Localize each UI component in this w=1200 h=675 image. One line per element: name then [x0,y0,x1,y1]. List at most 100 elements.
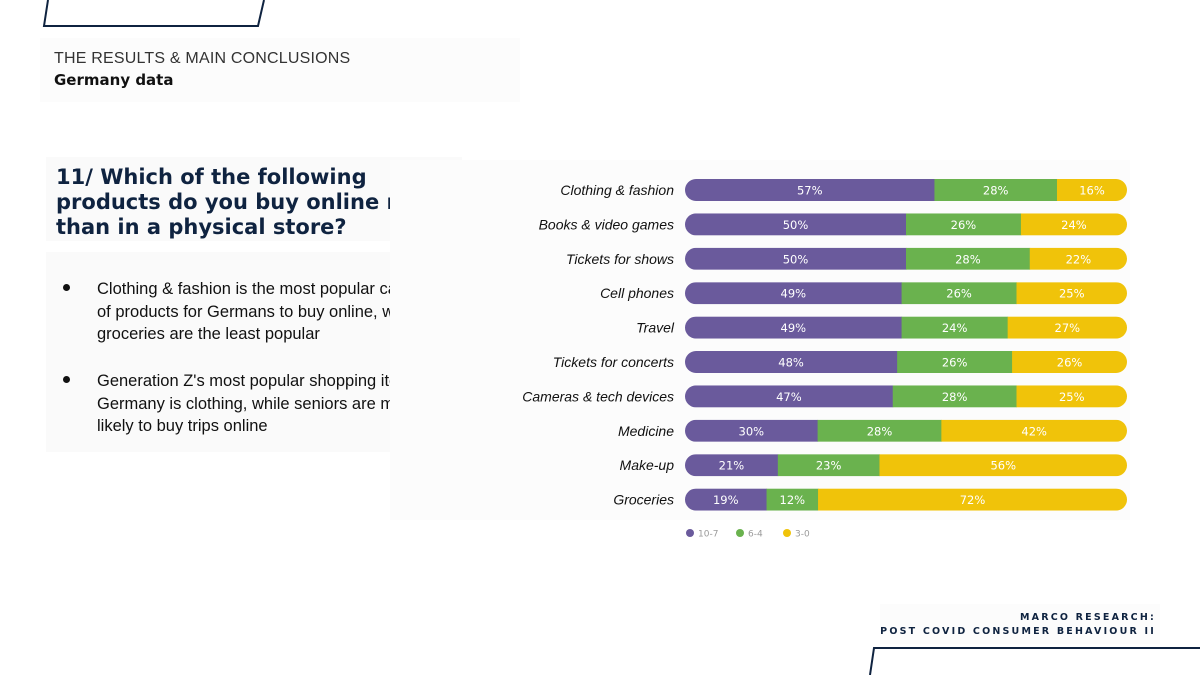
bar-segment-tickets-for-shows-3-0 [1029,247,1127,270]
data-label: 49% [781,287,807,301]
data-label: 26% [946,287,972,301]
bar-segment-groceries-10-7 [685,488,768,511]
category-label-clothing-fashion: Clothing & fashion [560,182,674,198]
bar-segment-cell-phones-3-0 [1016,282,1127,305]
data-label: 24% [942,321,968,335]
category-label-books-video-games: Books & video games [539,216,674,232]
bar-segment-clothing-fashion-3-0 [1056,179,1127,201]
data-label: 19% [713,493,739,507]
bar-segment-cell-phones-10-7 [685,282,903,305]
bar-segment-tickets-for-concerts-6-4 [897,351,1013,373]
data-label: 26% [942,356,968,370]
bar-segment-travel-3-0 [1007,316,1127,339]
bar-segment-make-up-10-7 [685,454,779,477]
data-label: 25% [1059,287,1085,301]
category-label-cameras-tech-devices: Cameras & tech devices [522,388,674,404]
bar-row-travel [685,316,1127,339]
bar-segment-groceries-3-0 [818,488,1127,511]
category-label-medicine: Medicine [618,423,674,439]
bar-segment-books-video-games-10-7 [685,213,907,236]
header: THE RESULTS & MAIN CONCLUSIONS Germany d… [40,38,520,102]
data-label: 56% [990,459,1016,473]
data-label: 23% [816,459,842,473]
category-label-travel: Travel [636,320,675,336]
data-label: 12% [780,493,806,507]
data-label: 21% [719,459,745,473]
section-title: THE RESULTS & MAIN CONCLUSIONS [54,50,351,67]
bar-segment-groceries-6-4 [766,488,819,511]
bar-segment-travel-10-7 [685,316,903,339]
bar-segment-tickets-for-concerts-10-7 [685,351,898,373]
bar-row-clothing-fashion [685,179,1127,201]
data-label: 25% [1059,390,1085,404]
data-label: 24% [1061,218,1087,232]
bar-segment-tickets-for-shows-6-4 [906,247,1031,270]
data-label: 50% [783,218,809,232]
data-label: 48% [778,356,804,370]
bar-segment-tickets-for-concerts-3-0 [1012,351,1127,373]
bar-segment-cameras-tech-devices-10-7 [685,385,894,408]
top-decoration [42,0,265,27]
footer: MARCO RESEARCH: POST COVID CONSUMER BEHA… [880,604,1160,644]
data-label: 47% [776,390,802,404]
legend-label: 6-4 [748,530,763,540]
legend-marker-icon [736,529,744,537]
bar-row-books-video-games [685,213,1127,236]
data-label: 49% [781,321,807,335]
question-title: 11/ Which of the following products do y… [56,165,448,239]
bar-segment-medicine-10-7 [685,419,819,442]
bullet-dot-icon [63,376,70,383]
data-label: 72% [960,493,986,507]
bar-segment-medicine-6-4 [817,419,942,442]
footer-brand: MARCO RESEARCH: [1019,612,1156,623]
legend-marker-icon [783,529,791,537]
bar-segment-make-up-6-4 [777,454,880,477]
bullet-text: Clothing & fashion is the most popular c… [97,280,443,343]
data-label: 28% [983,184,1009,198]
bar-row-cameras-tech-devices [685,385,1127,408]
bullet-dot-icon [63,284,70,291]
category-label-tickets-for-shows: Tickets for shows [566,251,674,267]
legend-label: 10-7 [698,530,718,540]
bar-row-make-up [685,454,1127,477]
bar-row-cell-phones [685,282,1127,305]
bar-segment-books-video-games-3-0 [1020,213,1127,236]
bar-row-groceries [685,488,1127,511]
bar-segment-clothing-fashion-10-7 [685,179,935,201]
bar-segment-cameras-tech-devices-3-0 [1016,385,1127,408]
data-label: 28% [955,252,981,266]
bar-segment-cell-phones-6-4 [901,282,1017,305]
bottom-decoration [869,647,1200,675]
bar-segment-medicine-3-0 [941,419,1127,442]
bar-segment-make-up-3-0 [879,454,1127,477]
bar-segment-clothing-fashion-6-4 [934,179,1058,201]
bar-segment-travel-6-4 [901,316,1009,339]
data-label: 30% [739,424,765,438]
data-label: 57% [797,184,823,198]
bar-segment-books-video-games-6-4 [906,213,1022,236]
page-subtitle: Germany data [54,71,174,89]
legend-marker-icon [686,529,694,537]
data-label: 28% [942,390,968,404]
bar-row-tickets-for-shows [685,247,1127,270]
data-label: 16% [1079,184,1105,198]
category-label-groceries: Groceries [613,492,674,508]
data-label: 26% [1057,356,1083,370]
bar-segment-cameras-tech-devices-6-4 [892,385,1017,408]
category-label-tickets-for-concerts: Tickets for concerts [553,354,674,370]
data-label: 26% [951,218,977,232]
legend-label: 3-0 [795,530,810,540]
bar-row-tickets-for-concerts [685,351,1127,373]
category-label-make-up: Make-up [620,457,675,473]
bar-row-medicine [685,419,1127,442]
bar-segment-tickets-for-shows-10-7 [685,247,907,270]
bullet-text: Generation Z's most popular shopping ite… [97,372,430,435]
category-label-cell-phones: Cell phones [600,285,674,301]
data-label: 42% [1021,424,1047,438]
data-label: 50% [783,252,809,266]
data-label: 22% [1066,252,1092,266]
data-label: 28% [867,424,893,438]
footer-report-title: POST COVID CONSUMER BEHAVIOUR II [880,626,1156,637]
data-label: 27% [1055,321,1081,335]
